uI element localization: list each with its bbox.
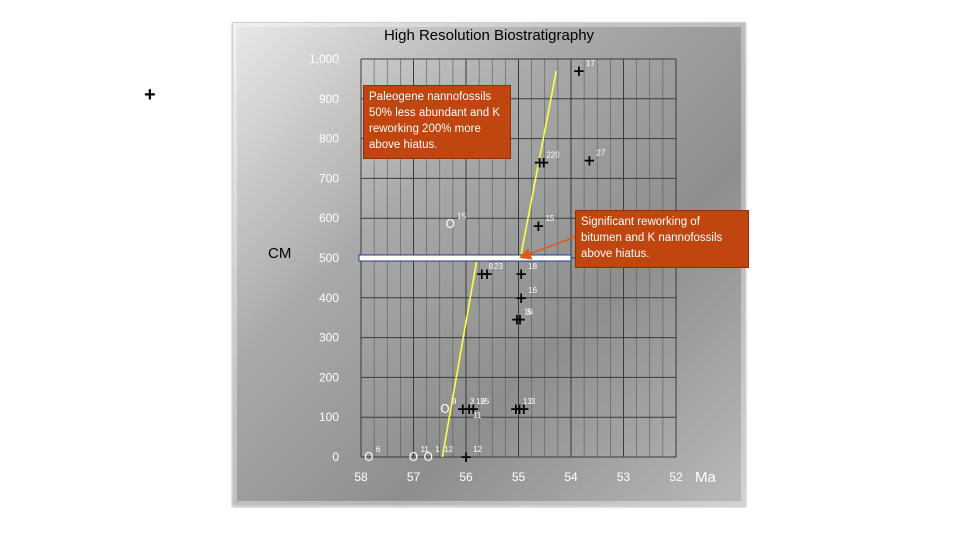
data-point-label: 9	[452, 397, 457, 406]
data-point-plus: +	[481, 265, 494, 283]
data-point-label: 6	[376, 445, 381, 454]
x-tick-label: 54	[564, 470, 578, 484]
data-point-label: 3	[470, 397, 475, 406]
chart-title: High Resolution Biostratigraphy	[383, 27, 595, 44]
data-point-plus: +	[510, 400, 523, 418]
chart-panel: High Resolution Biostratigraphy CM Ma 0 1…	[232, 22, 749, 506]
data-point-label: 1	[435, 445, 440, 454]
hiatus-layer	[358, 254, 572, 262]
data-point-label: 11	[473, 411, 482, 420]
data-point-label: 12	[473, 445, 482, 454]
data-point-label: 19	[476, 397, 485, 406]
data-point-label: 15	[457, 212, 466, 221]
data-point-plus: +	[517, 400, 530, 418]
data-point-label: 3	[531, 397, 536, 406]
arrow-layer	[519, 236, 576, 260]
data-point-plus: +	[515, 265, 528, 283]
data-point-label: 10	[524, 308, 533, 317]
data-point-circle: O	[409, 450, 418, 464]
x-tick-label: 56	[459, 470, 473, 484]
stray-plus-mark: +	[144, 84, 156, 106]
data-point-plus: +	[460, 448, 473, 466]
x-tick-label: 52	[669, 470, 683, 484]
x-tick-label: 57	[407, 470, 421, 484]
data-point-label: 16	[528, 286, 537, 295]
data-point-plus: +	[513, 400, 526, 418]
data-point-plus: +	[532, 217, 545, 235]
y-tick-label: 700	[319, 171, 339, 185]
y-tick-label: 200	[319, 370, 339, 384]
data-point-label: 20	[551, 150, 560, 159]
trend-line	[520, 70, 558, 255]
y-tick-label: 300	[319, 331, 339, 345]
annotation-callout-abundance: Paleogene nannofossils 50% less abundant…	[363, 85, 511, 159]
data-point-label: 13	[523, 397, 532, 406]
data-point-plus: +	[467, 400, 480, 418]
hiatus-line	[358, 254, 572, 262]
data-point-label: 5	[527, 308, 532, 317]
data-point-plus: +	[583, 151, 596, 169]
trend-line	[441, 261, 478, 458]
data-point-circle: O	[423, 450, 432, 464]
data-point-label: 25	[480, 397, 489, 406]
annotation-arrow	[519, 236, 576, 260]
x-tick-label: 55	[512, 470, 526, 484]
data-point-plus: +	[573, 62, 586, 80]
data-point-label: 11	[421, 445, 430, 454]
x-tick-label: 58	[354, 470, 368, 484]
data-point-label: 12	[444, 445, 453, 454]
x-tick-label: 53	[617, 470, 631, 484]
y-tick-label: 500	[319, 251, 339, 265]
data-point-plus: +	[514, 311, 527, 329]
data-point-label: 18	[528, 262, 537, 271]
data-point-label: 27	[596, 148, 605, 157]
data-point-plus: +	[463, 400, 476, 418]
y-tick-label: 100	[319, 410, 339, 424]
data-point-label: 23	[494, 262, 503, 271]
data-point-plus: +	[457, 400, 470, 418]
data-point-plus: +	[511, 311, 524, 329]
y-tick-label: 800	[319, 132, 339, 146]
trend-layer	[441, 70, 558, 458]
data-point-label: 15	[545, 214, 554, 223]
data-point-plus: +	[533, 153, 546, 171]
data-point-label: 8	[489, 262, 494, 271]
y-tick-label: 0	[332, 450, 339, 464]
data-point-plus: +	[475, 265, 488, 283]
data-point-label: 2	[547, 150, 552, 159]
data-point-plus: +	[537, 153, 550, 171]
annotation-callout-reworking: Significant reworking of bitumen and K n…	[575, 210, 749, 268]
y-tick-label: 1,000	[309, 52, 339, 66]
x-axis-unit-label: Ma	[695, 469, 716, 486]
data-point-circle: O	[446, 217, 455, 231]
data-point-circle: O	[364, 450, 373, 464]
y-tick-label: 400	[319, 291, 339, 305]
y-axis-label: CM	[268, 245, 292, 262]
y-tick-label: 900	[319, 92, 339, 106]
data-point-plus: +	[515, 289, 528, 307]
data-point-label: 17	[586, 59, 595, 68]
data-point-circle: O	[440, 402, 449, 416]
y-tick-label: 600	[319, 211, 339, 225]
